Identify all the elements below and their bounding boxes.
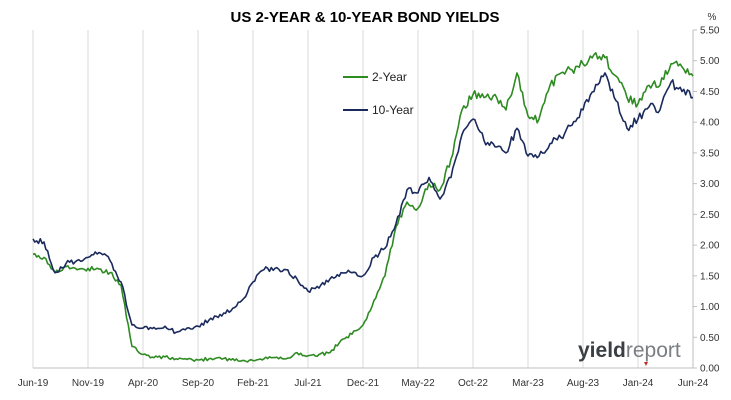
y-unit-label: % <box>708 12 717 23</box>
y-tick-label: 3.50 <box>700 148 720 159</box>
series-lines <box>32 52 694 363</box>
logo-text: yieldreport <box>578 339 681 362</box>
axes: Jun-19 Nov-19 Apr-20 Sep-20 Feb-21 Jul-21 Dec-… <box>18 26 720 390</box>
x-tick-label: Dec-21 <box>347 378 380 389</box>
y-tick-label: 1.50 <box>700 271 720 282</box>
chart-title: US 2-YEAR & 10-YEAR BOND YIELDS <box>231 9 500 26</box>
yieldreport-logo: yieldreport <box>578 339 681 366</box>
x-tick-label: Nov-19 <box>72 378 105 389</box>
y-tick-label: 1.00 <box>700 302 720 313</box>
x-tick-label: Mar-23 <box>512 378 544 389</box>
x-tick-label: Jan-24 <box>623 378 654 389</box>
logo-text-light: report <box>626 339 681 362</box>
y-tick-label: 3.00 <box>700 179 720 190</box>
series-line-2-year <box>32 52 694 363</box>
x-tick-label: Jun-24 <box>678 378 709 389</box>
y-tick-label: 2.00 <box>700 241 720 252</box>
series-line-10-year <box>32 72 694 335</box>
y-tick-label: 0.50 <box>700 333 720 344</box>
x-tick-label: Feb-21 <box>237 378 269 389</box>
gridlines <box>32 30 694 368</box>
x-tick-label: Sep-20 <box>182 378 215 389</box>
x-tick-label: Apr-20 <box>128 378 158 389</box>
y-tick-label: 5.50 <box>700 26 720 37</box>
legend: 2-Year 10-Year <box>343 70 414 117</box>
x-tick-label: Aug-23 <box>567 378 600 389</box>
logo-marker-icon <box>644 362 648 366</box>
y-tick-label: 0.00 <box>700 364 720 375</box>
y-tick-label: 5.00 <box>700 56 720 67</box>
legend-label-10-year: 10-Year <box>372 103 414 117</box>
y-tick-label: 4.50 <box>700 87 720 98</box>
x-tick-label: Oct-22 <box>458 378 488 389</box>
legend-label-2-year: 2-Year <box>372 70 407 84</box>
logo-text-bold: yield <box>578 339 626 362</box>
x-tick-label: May-22 <box>401 378 435 389</box>
y-tick-label: 2.50 <box>700 210 720 221</box>
x-tick-label: Jul-21 <box>294 378 322 389</box>
x-tick-label: Jun-19 <box>18 378 49 389</box>
y-tick-label: 4.00 <box>700 118 720 129</box>
